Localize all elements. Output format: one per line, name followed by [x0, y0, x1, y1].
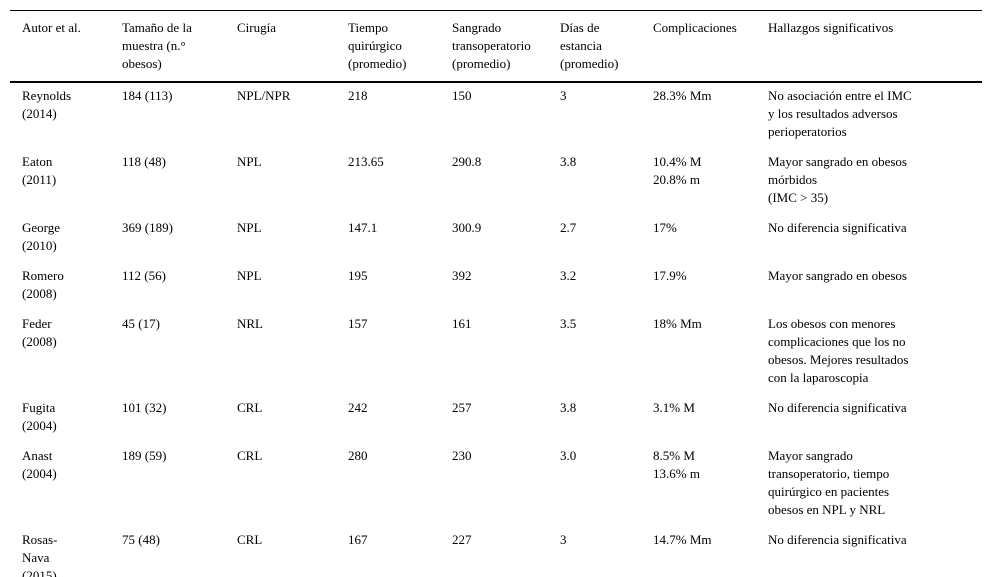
- cell-operative-time: 157: [348, 316, 368, 331]
- cell-sample-size: 101 (32): [122, 400, 167, 415]
- col-header-findings: Hallazgos significativos: [768, 20, 894, 35]
- cell-blood-loss: 150: [452, 88, 472, 103]
- col-header-blood-loss: Sangrado transoperatorio (promedio): [452, 20, 531, 71]
- table-header: Autor et al. Tamaño de la muestra (n.° o…: [10, 11, 982, 82]
- cell-sample-size: 369 (189): [122, 220, 173, 235]
- cell-blood-loss: 290.8: [452, 154, 482, 169]
- cell-blood-loss: 230: [452, 448, 472, 463]
- cell-author: Feder (2008): [22, 316, 57, 349]
- cell-operative-time: 218: [348, 88, 368, 103]
- table-row: Romero (2008) 112 (56) NPL 195 392 3.2 1…: [10, 263, 982, 311]
- cell-operative-time: 167: [348, 532, 368, 547]
- cell-findings: Mayor sangrado transoperatorio, tiempo q…: [768, 448, 890, 517]
- cell-operative-time: 213.65: [348, 154, 384, 169]
- cell-findings: No asociación entre el IMC y los resulta…: [768, 88, 912, 139]
- table-row: Anast (2004) 189 (59) CRL 280 230 3.0 8.…: [10, 443, 982, 527]
- col-header-complications: Complicaciones: [653, 20, 737, 35]
- cell-findings: No diferencia significativa: [768, 532, 907, 547]
- cell-sample-size: 118 (48): [122, 154, 166, 169]
- table-row: Rosas- Nava (2015) 75 (48) CRL 167 227 3…: [10, 527, 982, 577]
- cell-blood-loss: 392: [452, 268, 472, 283]
- col-header-sample-size: Tamaño de la muestra (n.° obesos): [122, 20, 192, 71]
- col-header-surgery: Cirugía: [237, 20, 276, 35]
- cell-stay-days: 3.2: [560, 268, 577, 283]
- cell-findings: Mayor sangrado en obesos mórbidos (IMC >…: [768, 154, 907, 205]
- cell-sample-size: 45 (17): [122, 316, 160, 331]
- cell-blood-loss: 161: [452, 316, 472, 331]
- table-body: Reynolds (2014) 184 (113) NPL/NPR 218 15…: [10, 82, 982, 577]
- cell-surgery: CRL: [237, 400, 263, 415]
- cell-sample-size: 112 (56): [122, 268, 166, 283]
- cell-operative-time: 280: [348, 448, 368, 463]
- cell-complications: 17%: [653, 220, 677, 235]
- cell-sample-size: 75 (48): [122, 532, 160, 547]
- cell-surgery: NPL: [237, 220, 262, 235]
- cell-findings: Mayor sangrado en obesos: [768, 268, 907, 283]
- cell-findings: No diferencia significativa: [768, 400, 907, 415]
- cell-stay-days: 3: [560, 532, 567, 547]
- cell-findings: Los obesos con menores complicaciones qu…: [768, 316, 909, 385]
- cell-sample-size: 184 (113): [122, 88, 173, 103]
- cell-stay-days: 3.8: [560, 400, 577, 415]
- cell-surgery: CRL: [237, 448, 263, 463]
- cell-complications: 3.1% M: [653, 400, 695, 415]
- cell-sample-size: 189 (59): [122, 448, 167, 463]
- table-row: Reynolds (2014) 184 (113) NPL/NPR 218 15…: [10, 82, 982, 149]
- cell-surgery: NPL/NPR: [237, 88, 291, 103]
- cell-author: Rosas- Nava (2015): [22, 532, 58, 577]
- cell-operative-time: 195: [348, 268, 368, 283]
- cell-author: Reynolds (2014): [22, 88, 72, 121]
- cell-complications: 28.3% Mm: [653, 88, 712, 103]
- col-header-stay-days: Días de estancia (promedio): [560, 20, 619, 71]
- cell-findings: No diferencia significativa: [768, 220, 907, 235]
- cell-surgery: NRL: [237, 316, 263, 331]
- cell-stay-days: 3: [560, 88, 567, 103]
- cell-complications: 14.7% Mm: [653, 532, 712, 547]
- cell-blood-loss: 227: [452, 532, 472, 547]
- cell-surgery: NPL: [237, 268, 262, 283]
- cell-surgery: NPL: [237, 154, 262, 169]
- table-row: Fugita (2004) 101 (32) CRL 242 257 3.8 3…: [10, 395, 982, 443]
- table-row: George (2010) 369 (189) NPL 147.1 300.9 …: [10, 215, 982, 263]
- cell-complications: 18% Mm: [653, 316, 702, 331]
- cell-complications: 17.9%: [653, 268, 687, 283]
- cell-complications: 8.5% M 13.6% m: [653, 448, 700, 481]
- cell-blood-loss: 257: [452, 400, 472, 415]
- cell-stay-days: 3.0: [560, 448, 577, 463]
- cell-author: Anast (2004): [22, 448, 57, 481]
- cell-stay-days: 3.5: [560, 316, 577, 331]
- cell-author: Fugita (2004): [22, 400, 57, 433]
- col-header-author: Autor et al.: [22, 20, 81, 35]
- cell-operative-time: 242: [348, 400, 368, 415]
- cell-author: Romero (2008): [22, 268, 64, 301]
- cell-blood-loss: 300.9: [452, 220, 482, 235]
- table-row: Feder (2008) 45 (17) NRL 157 161 3.5 18%…: [10, 311, 982, 395]
- cell-operative-time: 147.1: [348, 220, 378, 235]
- cell-stay-days: 2.7: [560, 220, 577, 235]
- cell-surgery: CRL: [237, 532, 263, 547]
- cell-author: George (2010): [22, 220, 61, 253]
- studies-comparison-table: Autor et al. Tamaño de la muestra (n.° o…: [10, 10, 982, 577]
- cell-stay-days: 3.8: [560, 154, 577, 169]
- col-header-operative-time: Tiempo quirúrgico (promedio): [348, 20, 407, 71]
- table-row: Eaton (2011) 118 (48) NPL 213.65 290.8 3…: [10, 149, 982, 215]
- cell-author: Eaton (2011): [22, 154, 57, 187]
- header-row: Autor et al. Tamaño de la muestra (n.° o…: [10, 11, 982, 82]
- cell-complications: 10.4% M 20.8% m: [653, 154, 702, 187]
